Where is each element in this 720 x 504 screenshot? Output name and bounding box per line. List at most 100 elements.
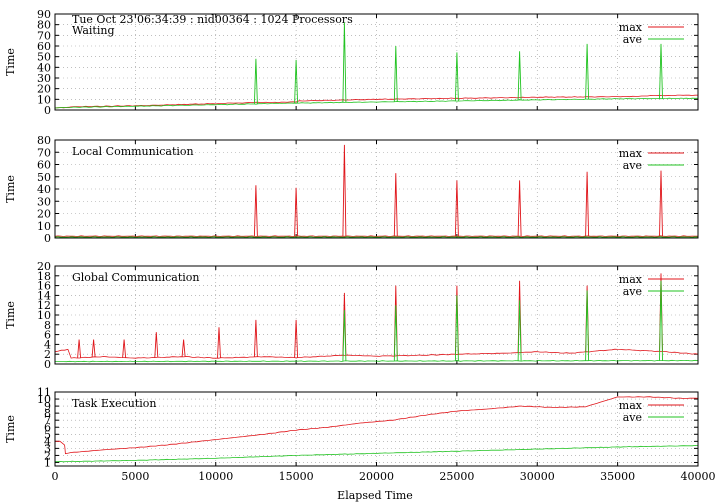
y-tick-label: 80 <box>37 134 51 147</box>
series-line-ave <box>55 359 699 363</box>
series-spike-max <box>393 173 398 237</box>
y-tick-label: 4 <box>44 338 51 351</box>
y-axis-label: Time <box>4 48 17 76</box>
plot-frame <box>54 391 699 467</box>
legend-label-max: max <box>619 147 643 160</box>
y-tick-label: 40 <box>37 61 51 74</box>
y-tick-label: 10 <box>37 309 51 322</box>
y-tick-label: 10 <box>37 393 51 406</box>
chart-panels: 0102030405060708090WaitingTimemaxave0102… <box>4 8 716 483</box>
y-tick-label: 5 <box>44 428 51 441</box>
series-spike-max <box>122 339 127 358</box>
series-spike-ave <box>253 58 258 104</box>
series-spike-max <box>517 180 522 237</box>
y-tick-label: 2 <box>44 348 51 361</box>
y-tick-label: 0 <box>44 232 51 245</box>
y-tick-label: 20 <box>37 260 51 273</box>
y-tick-label: 60 <box>37 40 51 53</box>
x-tick-label: 10000 <box>198 470 233 483</box>
y-tick-label: 20 <box>37 208 51 221</box>
series-spike-ave <box>393 305 398 362</box>
y-tick-label: 10 <box>37 93 51 106</box>
y-tick-label: 14 <box>37 289 51 302</box>
y-tick-label: 1 <box>44 456 51 469</box>
series-spike-max <box>342 144 347 237</box>
legend-label-ave: ave <box>623 285 642 298</box>
y-tick-label: 12 <box>37 299 51 312</box>
y-tick-label: 9 <box>44 400 51 413</box>
y-tick-label: 8 <box>44 407 51 420</box>
series-spike-ave <box>342 310 347 362</box>
y-tick-label: 0 <box>44 104 51 117</box>
y-tick-label: 4 <box>44 435 51 448</box>
y-tick-label: 20 <box>37 83 51 96</box>
y-axis-label: Time <box>4 175 17 203</box>
series-spike-max <box>217 327 221 359</box>
x-tick-label: 5000 <box>121 470 149 483</box>
series-spike-ave <box>659 280 663 361</box>
y-tick-label: 7 <box>44 414 51 427</box>
x-tick-label: 30000 <box>520 470 555 483</box>
series-line-max <box>54 396 699 455</box>
series-line-ave <box>55 444 699 463</box>
x-tick-label: 0 <box>52 470 59 483</box>
y-tick-label: 6 <box>44 421 51 434</box>
series-spike-ave <box>294 59 299 104</box>
x-tick-label: 25000 <box>439 470 474 483</box>
series-spike-max <box>253 319 258 357</box>
y-tick-label: 70 <box>37 29 51 42</box>
x-tick-label: 20000 <box>359 470 394 483</box>
series-line-ave <box>54 236 699 238</box>
x-tick-label: 40000 <box>681 470 716 483</box>
y-tick-label: 30 <box>37 195 51 208</box>
panel-title: Waiting <box>72 24 115 37</box>
panel-title: Task Execution <box>72 397 156 410</box>
legend-label-ave: ave <box>623 411 642 424</box>
series-spike-max <box>294 319 299 358</box>
series-spike-max <box>253 185 258 237</box>
series-spike-ave <box>517 300 522 361</box>
y-axis-label: Time <box>4 301 17 329</box>
plot-frame <box>54 13 699 111</box>
series-spike-ave <box>659 43 663 99</box>
y-tick-label: 3 <box>44 442 51 455</box>
legend-label-max: max <box>619 273 643 286</box>
series-spike-max <box>659 170 663 237</box>
series-spike-ave <box>393 45 398 102</box>
series-spike-max <box>454 180 459 237</box>
series-line-max <box>54 235 698 237</box>
series-spike-max <box>585 171 590 237</box>
y-tick-label: 90 <box>37 8 51 21</box>
x-tick-label: 35000 <box>600 470 635 483</box>
y-tick-label: 80 <box>37 19 51 32</box>
plot-frame <box>54 139 699 239</box>
series-spike-max <box>77 339 82 358</box>
x-axis-label: Elapsed Time <box>337 489 413 502</box>
y-tick-label: 50 <box>37 171 51 184</box>
legend-label-ave: ave <box>623 33 642 46</box>
y-tick-label: 40 <box>37 183 51 196</box>
y-tick-label: 60 <box>37 159 51 172</box>
series-spike-max <box>91 339 96 358</box>
legend-label-max: max <box>619 399 643 412</box>
series-spike-max <box>154 332 159 358</box>
series-spike-ave <box>585 290 590 361</box>
panel-title: Local Communication <box>72 145 194 158</box>
y-tick-label: 6 <box>44 329 51 342</box>
series-spike-max <box>294 187 299 237</box>
series-spike-ave <box>585 43 590 100</box>
series-line-max <box>54 348 699 359</box>
y-axis-label: Time <box>4 415 17 443</box>
x-tick-label: 15000 <box>279 470 314 483</box>
y-tick-label: 11 <box>37 386 51 399</box>
series-spike-max <box>181 339 186 357</box>
y-tick-label: 70 <box>37 146 51 159</box>
y-tick-label: 16 <box>37 280 51 293</box>
panel-title: Global Communication <box>72 271 200 284</box>
series-line-max <box>54 94 699 109</box>
series-spike-ave <box>342 22 347 103</box>
header-title: Tue Oct 23 06:34:39 : nid00364 : 1024 Pr… <box>72 13 353 26</box>
